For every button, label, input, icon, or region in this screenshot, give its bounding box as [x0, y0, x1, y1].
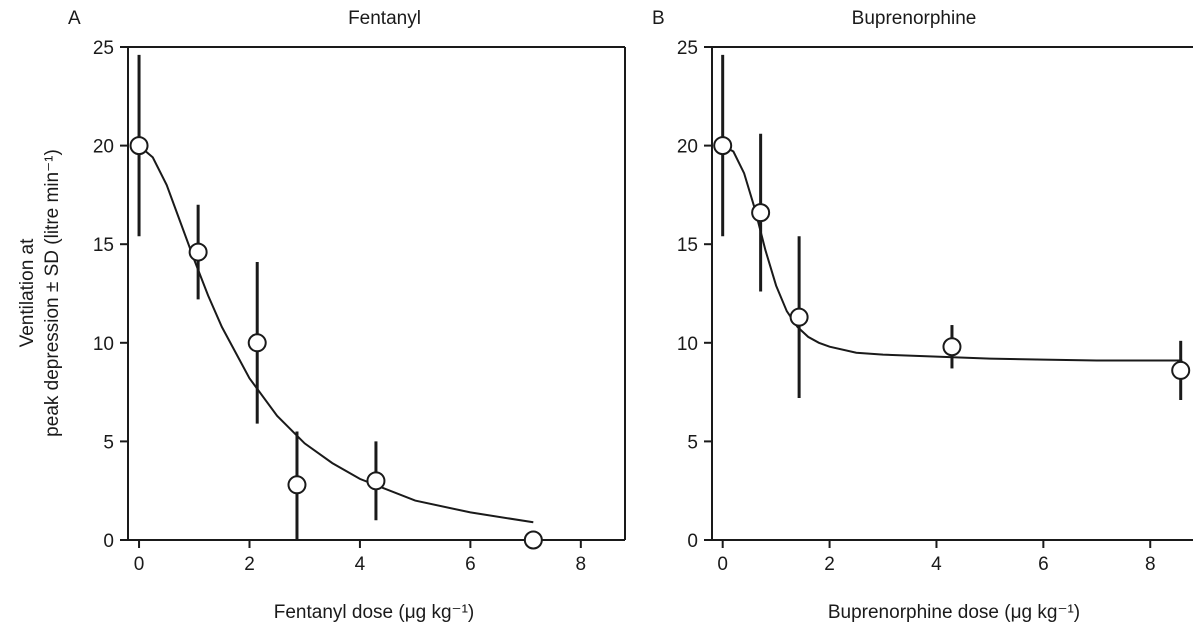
x-tick-label: 0 — [717, 554, 728, 575]
panel-letter: B — [652, 8, 665, 29]
x-tick-label: 4 — [355, 554, 366, 575]
y-tick-label: 25 — [93, 38, 114, 59]
x-tick-label: 4 — [931, 554, 942, 575]
data-point — [789, 307, 809, 327]
fit-curve — [722, 144, 1183, 362]
y-tick-label: 15 — [93, 235, 114, 256]
panel-a: 0 5 10 15 20 25 0 2 4 6 8 A Fentanyl Fentanyl dose (μ… — [68, 8, 626, 623]
y-tick-label: 25 — [677, 38, 698, 59]
data-point — [188, 242, 208, 262]
data-point — [129, 136, 149, 156]
y-tick-label: 0 — [103, 531, 114, 552]
fit-curve — [138, 144, 534, 524]
x-tick-label: 8 — [1145, 554, 1156, 575]
y-tick-label: 0 — [687, 531, 698, 552]
x-tick-label: 6 — [1038, 554, 1049, 575]
panel-title: Buprenorphine — [852, 8, 977, 29]
y-tick-label: 20 — [677, 137, 698, 158]
x-tick-label: 2 — [824, 554, 835, 575]
y-tick-label: 5 — [687, 432, 698, 453]
data-point — [713, 136, 733, 156]
y-tick-label: 10 — [677, 334, 698, 355]
x-axis-label: Fentanyl dose (μg kg⁻¹) — [274, 602, 475, 623]
panel-letter: A — [68, 8, 81, 29]
y-tick-label: 15 — [677, 235, 698, 256]
x-tick-label: 6 — [465, 554, 476, 575]
y-tick-label: 10 — [93, 334, 114, 355]
x-axis-label: Buprenorphine dose (μg kg⁻¹) — [828, 602, 1080, 623]
data-point — [366, 471, 386, 491]
data-point — [287, 475, 307, 495]
panel-title: Fentanyl — [348, 8, 421, 29]
x-tick-label: 2 — [244, 554, 255, 575]
data-point — [751, 203, 771, 223]
data-point — [942, 337, 962, 357]
y-tick-label: 20 — [93, 137, 114, 158]
data-point — [1171, 360, 1191, 380]
panel-b: 0 5 10 15 20 25 0 2 4 6 8 B Buprenorphine Buprenorphi… — [652, 8, 1193, 623]
data-point — [523, 530, 543, 550]
x-tick-label: 8 — [576, 554, 587, 575]
y-tick-label: 5 — [103, 432, 114, 453]
data-point — [247, 333, 267, 353]
x-tick-label: 0 — [134, 554, 145, 575]
